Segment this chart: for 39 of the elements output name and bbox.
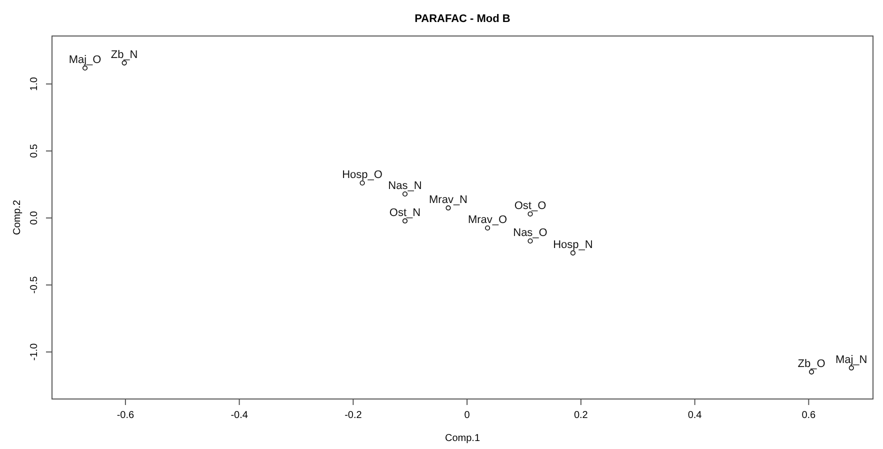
point <box>528 211 533 216</box>
annotation: Hosp_O <box>342 168 383 181</box>
x-tick-label: 0.2 <box>574 410 588 421</box>
point <box>122 60 127 66</box>
point <box>360 180 365 186</box>
point <box>82 66 88 71</box>
x-tick-label: -0.4 <box>230 410 248 421</box>
annotation: Nas_O <box>513 227 548 240</box>
x-axis-title: Comp.1 <box>444 433 480 444</box>
x-tick-label: 0.6 <box>802 410 816 421</box>
y-tick-label: 0.5 <box>29 144 40 158</box>
annotation: Zb_O <box>798 358 826 370</box>
y-tick-label: 1.0 <box>29 76 40 91</box>
annotation: Maj_O <box>68 54 102 66</box>
point <box>848 365 854 370</box>
y-axis-title: Comp.2 <box>12 200 23 236</box>
point <box>446 205 451 210</box>
chart-title: PARAFAC - Mod B <box>414 13 510 25</box>
point <box>809 369 814 374</box>
point <box>570 250 576 256</box>
y-tick-label: -0.5 <box>29 276 40 294</box>
point <box>485 226 490 231</box>
annotation: Nas_N <box>388 180 422 192</box>
x-tick-label: -0.2 <box>344 410 362 421</box>
annotation: Ost_N <box>389 206 421 219</box>
annotation: Mrav_O <box>468 214 508 226</box>
x-tick-label: -0.6 <box>116 410 134 421</box>
y-tick-label: 0.0 <box>29 210 40 225</box>
annotation: Hosp_N <box>553 238 593 251</box>
point <box>528 238 533 244</box>
x-tick-label: 0.4 <box>688 410 702 421</box>
annotation: Ost_O <box>514 200 547 212</box>
annotation: Maj_N <box>835 354 868 366</box>
annotation: Mrav_N <box>429 194 468 206</box>
y-tick-label: -1.0 <box>29 342 40 361</box>
x-tick-label: 0 <box>464 410 470 421</box>
annotation: Zb_N <box>110 48 138 61</box>
point <box>402 191 408 196</box>
point <box>402 218 408 224</box>
